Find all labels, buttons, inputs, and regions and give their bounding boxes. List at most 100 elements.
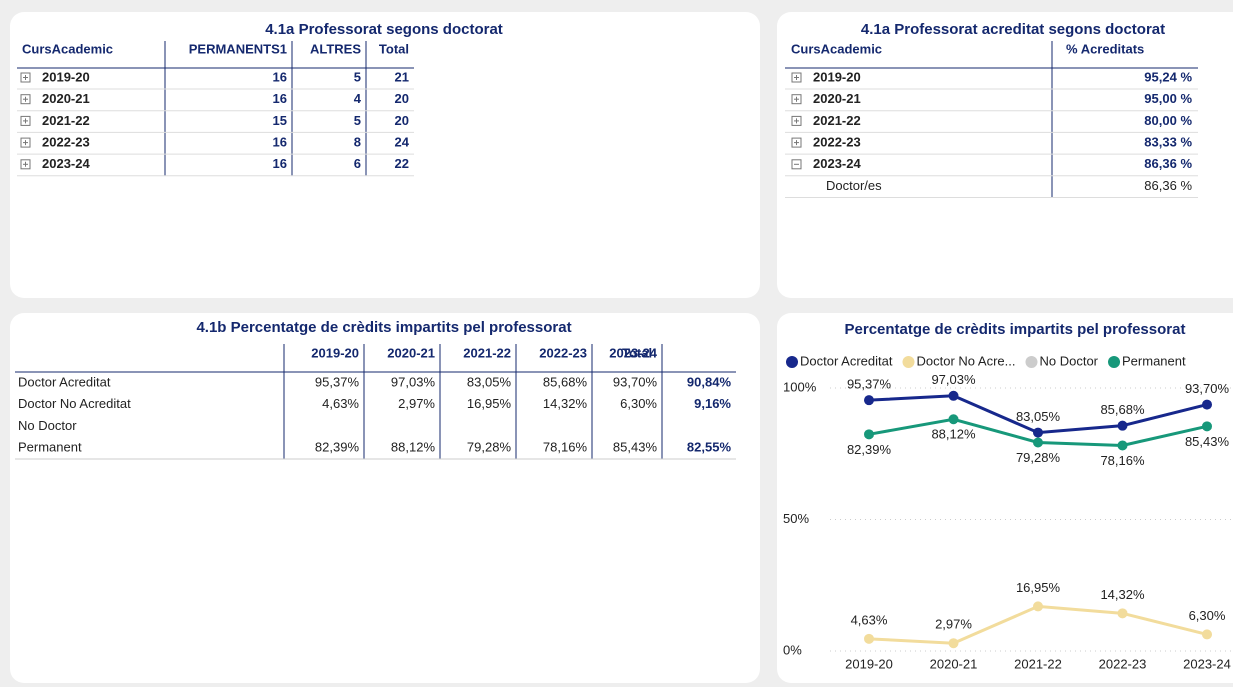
cell: 80,00 %	[1144, 113, 1192, 128]
cell: 82,39%	[315, 440, 360, 455]
cell: 2020-21	[42, 91, 90, 106]
cell: 83,33 %	[1144, 135, 1192, 150]
point	[948, 414, 959, 425]
column-header: 2019-20	[311, 345, 359, 360]
point	[1033, 437, 1043, 448]
cell: 2023-24	[42, 156, 90, 171]
legend-marker	[786, 356, 798, 368]
cell: 24	[395, 135, 410, 150]
cell: 8	[354, 135, 361, 150]
expand-icon	[791, 159, 802, 170]
data-label: 93,70%	[1185, 381, 1230, 396]
cell: 4,63%	[322, 396, 359, 411]
cell: 15	[273, 113, 287, 128]
cell: 95,00 %	[1144, 91, 1192, 106]
column-header: Total	[379, 41, 409, 56]
row-label: Doctor No Acreditat	[18, 396, 131, 411]
point	[864, 429, 874, 440]
table-title: 4.1b Percentatge de crèdits impartits pe…	[196, 319, 571, 336]
cell: 86,36 %	[1144, 178, 1192, 193]
cell: 2023-24	[813, 156, 861, 171]
cell: 2022-23	[42, 135, 90, 150]
cell: 82,55%	[687, 440, 732, 455]
legend-marker	[1025, 356, 1038, 368]
column-header: 2022-23	[539, 345, 587, 360]
point	[1202, 629, 1212, 640]
data-label: 16,95%	[1016, 580, 1061, 595]
point	[864, 395, 874, 406]
column-header: 2023-24	[609, 345, 657, 360]
point	[1117, 440, 1128, 451]
cell: 93,70%	[613, 374, 658, 389]
cell: 20	[395, 91, 409, 106]
cell: 86,36 %	[1144, 156, 1192, 171]
data-label: 83,05%	[1016, 409, 1061, 424]
panel	[10, 12, 760, 298]
cell: 16	[273, 91, 287, 106]
point	[864, 633, 874, 644]
data-label: 97,03%	[931, 372, 976, 387]
cell: 16	[273, 69, 287, 84]
cell: 97,03%	[391, 374, 436, 389]
cell: 85,43%	[613, 440, 658, 455]
cell: 2019-20	[42, 69, 90, 84]
cell: 85,68%	[543, 374, 588, 389]
cell: 5	[354, 69, 361, 84]
x-tick-label: 2022-23	[1099, 656, 1147, 671]
x-tick-label: 2020-21	[930, 656, 978, 671]
expand-icon	[20, 72, 31, 83]
column-header: % Acreditats	[1066, 41, 1144, 56]
cell: 2021-22	[42, 113, 90, 128]
cell: 2021-22	[813, 113, 861, 128]
expand-icon	[791, 72, 802, 83]
legend-marker	[1108, 356, 1121, 368]
chart-title: Percentatge de crèdits impartits pel pro…	[845, 321, 1186, 338]
panel	[10, 313, 760, 683]
data-label: 78,16%	[1100, 453, 1145, 468]
data-label: 14,32%	[1100, 587, 1145, 602]
column-header: Total	[622, 345, 652, 360]
expand-icon	[20, 137, 31, 148]
column-header: CursAcademic	[791, 41, 882, 56]
cell: 21	[395, 69, 409, 84]
data-label: 95,37%	[847, 377, 892, 392]
cell: 90,84%	[687, 374, 732, 389]
table-title: 4.1a Professorat acreditat segons doctor…	[861, 21, 1165, 38]
point	[1033, 601, 1043, 612]
data-label: 2,97%	[935, 617, 972, 632]
cell: 4	[354, 91, 362, 106]
cell: 2,97%	[398, 396, 435, 411]
cell: 95,24 %	[1144, 69, 1192, 84]
data-label: 85,43%	[1185, 434, 1230, 449]
expand-icon	[791, 115, 802, 126]
legend-marker	[902, 356, 915, 368]
column-header: ALTRES	[310, 41, 361, 56]
cell: 2020-21	[813, 91, 861, 106]
cell: 6,30%	[620, 396, 657, 411]
cell: 16	[273, 135, 287, 150]
y-tick-label: 0%	[783, 642, 802, 657]
expand-icon	[20, 159, 31, 170]
x-tick-label: 2019-20	[845, 656, 893, 671]
point	[1202, 399, 1212, 410]
row-label: Permanent	[18, 440, 82, 455]
column-header: 2021-22	[463, 345, 511, 360]
cell: 16	[273, 156, 287, 171]
row-label: No Doctor	[18, 418, 77, 433]
column-header: CursAcademic	[22, 41, 113, 56]
cell: 2022-23	[813, 135, 861, 150]
cell: 14,32%	[543, 396, 588, 411]
cell: Doctor/es	[826, 178, 882, 193]
point	[1202, 421, 1212, 432]
y-tick-label: 100%	[783, 379, 817, 394]
cell: 83,05%	[467, 374, 512, 389]
data-label: 85,68%	[1100, 402, 1145, 417]
data-label: 82,39%	[847, 442, 892, 457]
cell: 2019-20	[813, 69, 861, 84]
legend-label: Doctor Acreditat	[800, 353, 893, 368]
cell: 88,12%	[391, 440, 436, 455]
table-title: 4.1a Professorat segons doctorat	[265, 21, 503, 38]
cell: 6	[354, 156, 361, 171]
cell: 22	[395, 156, 409, 171]
